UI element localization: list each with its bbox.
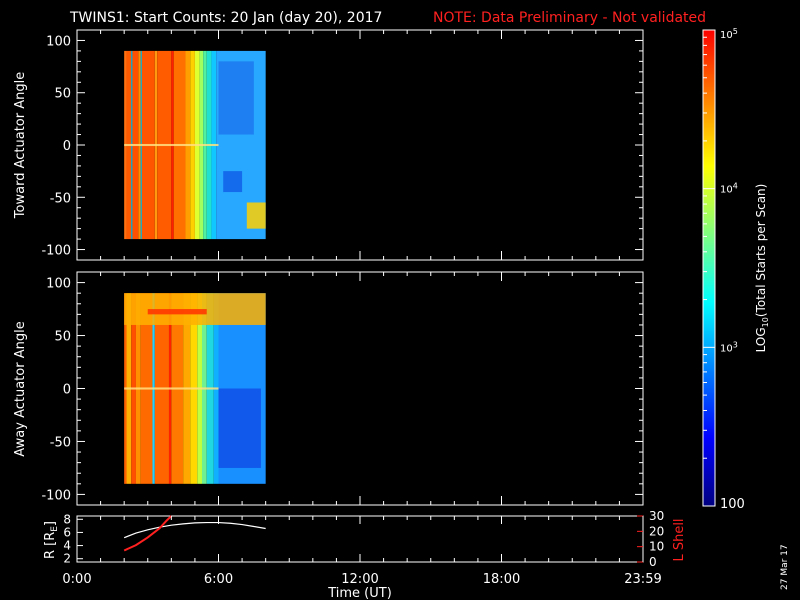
y-axis-ticks: 100 50 0 -50 -100 — [41, 30, 644, 260]
y-tick-label: 100 — [46, 277, 71, 292]
y-axis-label: Away Actuator Angle — [13, 321, 28, 456]
colorbar-tick-label: 103 — [720, 340, 738, 354]
y-axis-label: Toward Actuator Angle — [13, 72, 28, 219]
y-tick-label: -50 — [50, 191, 71, 206]
heatmap-patch — [246, 202, 266, 229]
colorbar-tick-label: 104 — [720, 182, 738, 196]
y-tick-label: 0 — [63, 139, 71, 154]
radius-tick-label: 2 — [63, 552, 71, 566]
lshell-axis-label: L Shell — [672, 518, 687, 561]
heatmap-patch — [124, 143, 219, 147]
radius-axis-label: R [RE] — [43, 521, 60, 559]
colorbar-tick-label: 105 — [720, 27, 738, 41]
lshell-tick-label: 10 — [649, 540, 664, 554]
radius-line — [123, 521, 266, 539]
heatmap-data — [124, 293, 266, 484]
lshell-line — [123, 515, 173, 552]
y-tick-label: 0 — [63, 383, 71, 398]
lshell-tick-label: 20 — [649, 524, 664, 538]
x-tick-label: 18:00 — [483, 572, 520, 587]
lshell-tick-label: 0 — [649, 555, 657, 569]
colorbar: 105 104 103 100 LOG10(Total Starts per Scan… — [702, 27, 770, 512]
colorbar-gradient — [702, 29, 716, 507]
colorbar-label: LOG10(Total Starts per Scan) — [754, 184, 770, 353]
radius-tick-label: 4 — [63, 539, 71, 553]
heatmap-patch — [147, 309, 207, 315]
y-tick-label: -50 — [50, 435, 71, 450]
y-axis-ticks: 100 50 0 -50 -100 — [41, 272, 644, 505]
away-angle-panel: 100 50 0 -50 -100 Away Actuator Angle — [13, 271, 644, 506]
x-tick-label: 23:59 — [624, 572, 661, 587]
heatmap-patch — [218, 61, 254, 135]
y-tick-label: 100 — [46, 34, 71, 49]
preliminary-note: NOTE: Data Preliminary - Not validated — [433, 10, 706, 26]
heatmap-patch — [218, 388, 261, 468]
y-tick-label: -100 — [41, 244, 71, 259]
colorbar-tick-label: 100 — [720, 497, 745, 512]
x-tick-label: 12:00 — [341, 572, 378, 587]
radius-tick-label: 6 — [63, 525, 71, 539]
radius-tick-label: 8 — [63, 512, 71, 526]
orbit-lines — [123, 515, 266, 552]
x-tick-label: 6:00 — [204, 572, 233, 587]
toward-angle-panel: 100 50 0 -50 -100 Toward Actuator Angle — [13, 29, 644, 261]
heatmap-patch — [223, 171, 243, 193]
y-tick-label: 50 — [54, 87, 71, 102]
heatmap-data — [124, 50, 266, 240]
date-stamp: 27 Mar 17 — [780, 544, 790, 590]
colorbar-ticks: 105 104 103 100 — [703, 27, 745, 512]
heatmap-patch — [124, 387, 219, 390]
y-tick-label: -100 — [41, 488, 71, 503]
y-tick-label: 50 — [54, 330, 71, 345]
chart-title: TWINS1: Start Counts: 20 Jan (day 20), 2… — [69, 10, 382, 26]
x-axis-label: Time (UT) — [327, 586, 392, 600]
lshell-tick-label: 30 — [649, 509, 664, 523]
x-tick-label: 0:00 — [62, 572, 91, 587]
